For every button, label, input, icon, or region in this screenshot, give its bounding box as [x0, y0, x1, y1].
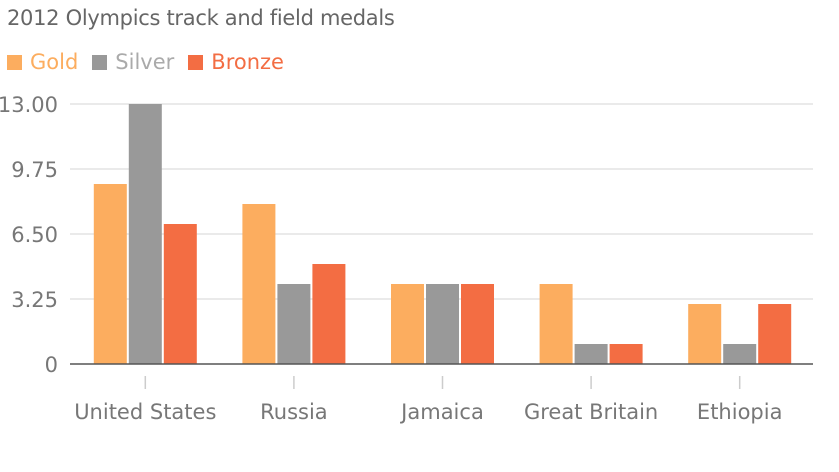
- y-tick-label: 6.50: [11, 223, 58, 247]
- x-tick-label: United States: [74, 400, 216, 424]
- y-tick-label: 3.25: [11, 288, 58, 312]
- y-axis-ticks: 0 3.25 6.50 9.75 13.00: [0, 93, 58, 377]
- bar-gold[interactable]: [391, 284, 424, 364]
- x-tick-label: Russia: [260, 400, 328, 424]
- bar-bronze[interactable]: [461, 284, 494, 364]
- legend-label-bronze: Bronze: [211, 50, 284, 74]
- legend-label-gold: Gold: [30, 50, 79, 74]
- legend-item-gold[interactable]: Gold: [7, 50, 78, 74]
- legend-swatch-bronze: [188, 54, 204, 70]
- x-tick-label: Jamaica: [399, 400, 484, 424]
- bar-bronze[interactable]: [758, 304, 792, 364]
- x-axis-ticks: United States Russia Jamaica Great Britain E…: [74, 376, 782, 424]
- bar-silver[interactable]: [723, 344, 757, 364]
- x-tick-label: Ethiopia: [697, 400, 783, 424]
- y-tick-label: 9.75: [11, 158, 58, 182]
- bar-silver[interactable]: [277, 284, 311, 364]
- bar-gold[interactable]: [242, 204, 276, 364]
- bar-bronze[interactable]: [163, 224, 197, 364]
- bars: [93, 104, 792, 364]
- legend: Gold Silver Bronze: [7, 50, 298, 74]
- bar-silver[interactable]: [574, 344, 608, 364]
- bar-gold[interactable]: [688, 304, 722, 364]
- bar-gold[interactable]: [539, 284, 573, 364]
- bar-gold[interactable]: [93, 184, 127, 364]
- bar-silver[interactable]: [128, 104, 162, 364]
- legend-item-silver[interactable]: Silver: [92, 50, 174, 74]
- legend-label-silver: Silver: [115, 50, 175, 74]
- y-tick-label: 0: [45, 353, 58, 377]
- y-tick-label: 13.00: [0, 93, 58, 117]
- chart-title: 2012 Olympics track and field medals: [7, 6, 395, 30]
- x-tick-label: Great Britain: [524, 400, 658, 424]
- legend-item-bronze[interactable]: Bronze: [188, 50, 284, 74]
- legend-swatch-silver: [92, 54, 108, 70]
- bar-silver[interactable]: [426, 284, 459, 364]
- legend-swatch-gold: [7, 54, 22, 70]
- bar-bronze[interactable]: [312, 264, 346, 364]
- bar-bronze[interactable]: [609, 344, 643, 364]
